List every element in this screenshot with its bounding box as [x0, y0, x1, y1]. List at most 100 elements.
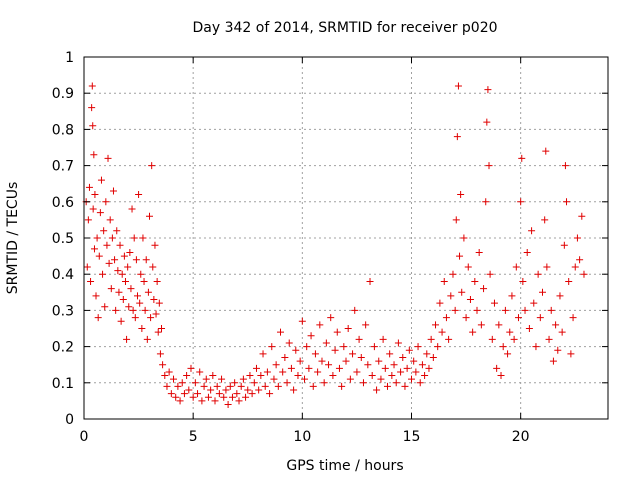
data-point [102, 198, 110, 206]
data-point [569, 314, 577, 322]
data-point [512, 263, 520, 271]
data-point [466, 296, 474, 304]
data-point [91, 191, 99, 199]
data-point [521, 306, 529, 314]
data-point [434, 343, 442, 351]
data-point [488, 335, 496, 343]
data-point [445, 335, 453, 343]
data-point [325, 361, 333, 369]
plot-frame [83, 56, 609, 420]
data-point [322, 339, 330, 347]
data-point [149, 263, 157, 271]
data-point [147, 314, 155, 322]
data-point [156, 350, 164, 358]
data-point [170, 375, 178, 383]
data-point [100, 227, 108, 235]
data-point [311, 350, 319, 358]
data-point [370, 343, 378, 351]
data-point [342, 357, 350, 365]
data-point [252, 364, 260, 372]
data-point [97, 176, 105, 184]
data-point [490, 299, 498, 307]
data-point [408, 375, 415, 383]
data-point [117, 317, 125, 325]
data-point [178, 379, 186, 387]
data-point [565, 277, 573, 285]
data-point [120, 252, 128, 260]
data-point [576, 256, 584, 264]
data-point [266, 390, 274, 398]
data-point [127, 285, 135, 293]
data-point [425, 364, 433, 372]
x-tick-label: 20 [512, 429, 530, 445]
data-point [578, 212, 586, 220]
data-point [519, 277, 527, 285]
data-point [143, 335, 151, 343]
data-point [237, 382, 245, 390]
data-point [226, 382, 234, 390]
data-point [139, 234, 147, 242]
data-point [183, 372, 191, 380]
data-point [180, 390, 188, 398]
data-point [525, 325, 533, 332]
data-point [207, 386, 215, 394]
data-point [571, 263, 579, 271]
data-point [506, 328, 514, 336]
data-point [274, 382, 282, 390]
data-point [111, 256, 119, 264]
data-point [301, 375, 309, 383]
data-point [547, 306, 555, 314]
data-point [187, 364, 195, 372]
data-point [552, 321, 560, 329]
data-point [399, 353, 407, 361]
data-point [133, 292, 141, 300]
data-point [93, 234, 101, 242]
data-point [368, 372, 376, 380]
data-point [475, 248, 483, 256]
data-point [338, 382, 346, 390]
y-tick-label: 0.1 [52, 376, 74, 392]
data-point [115, 288, 123, 296]
data-point [485, 162, 493, 170]
y-tick-label: 0.9 [52, 86, 74, 102]
data-point [495, 321, 503, 329]
data-point [390, 361, 398, 369]
data-point [209, 372, 217, 380]
data-point [545, 335, 553, 343]
data-point [109, 187, 117, 195]
data-point [105, 259, 113, 267]
data-point [246, 372, 254, 380]
data-point [469, 328, 477, 336]
data-point [140, 277, 148, 285]
data-point [460, 234, 468, 242]
data-point [567, 350, 575, 358]
data-point [126, 248, 134, 256]
data-point [198, 397, 206, 405]
data-point [473, 306, 481, 314]
data-point [101, 303, 109, 311]
data-point [89, 122, 97, 130]
data-point [388, 372, 396, 380]
data-point [96, 209, 104, 217]
data-point [152, 310, 160, 318]
data-point [125, 303, 133, 311]
data-point [159, 361, 167, 369]
data-point [277, 328, 284, 336]
y-tick-label: 0.5 [52, 231, 74, 247]
data-point [349, 350, 357, 358]
data-point [351, 306, 359, 314]
x-tick-label: 0 [80, 429, 89, 445]
data-point [144, 288, 152, 296]
data-point [150, 296, 158, 304]
data-point [151, 241, 159, 249]
data-point [381, 364, 389, 372]
data-point [138, 325, 146, 332]
data-point [279, 368, 287, 376]
chart-title: Day 342 of 2014, SRMTID for receiver p02… [192, 20, 497, 36]
data-point [114, 267, 122, 275]
data-point [510, 335, 518, 343]
data-point [508, 292, 516, 300]
data-point [294, 372, 302, 380]
data-point [392, 379, 400, 387]
